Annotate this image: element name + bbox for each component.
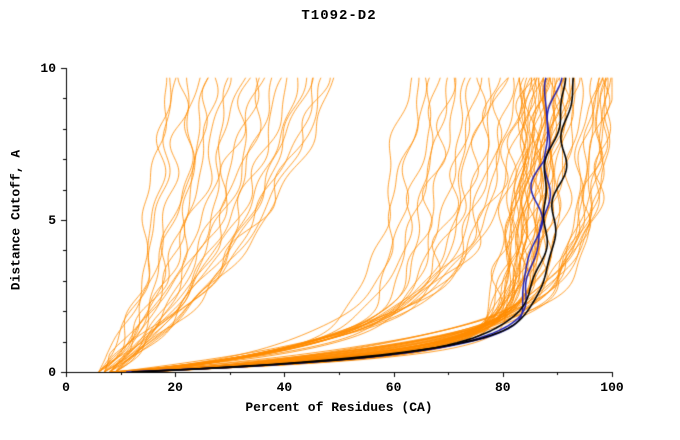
- x-tick-label: 100: [600, 380, 624, 395]
- x-tick-label: 20: [167, 380, 183, 395]
- x-tick-label: 40: [276, 380, 293, 395]
- x-tick-label: 60: [385, 380, 402, 395]
- chart-title: T1092-D2: [301, 8, 377, 24]
- x-tick-label: 0: [62, 380, 70, 395]
- y-tick-label: 0: [48, 365, 56, 380]
- x-axis-title: Percent of Residues (CA): [245, 400, 433, 415]
- y-axis-title: Distance Cutoff, A: [8, 149, 24, 291]
- y-tick-label: 10: [40, 61, 56, 76]
- x-tick-label: 80: [494, 380, 511, 395]
- y-tick-label: 5: [48, 213, 56, 228]
